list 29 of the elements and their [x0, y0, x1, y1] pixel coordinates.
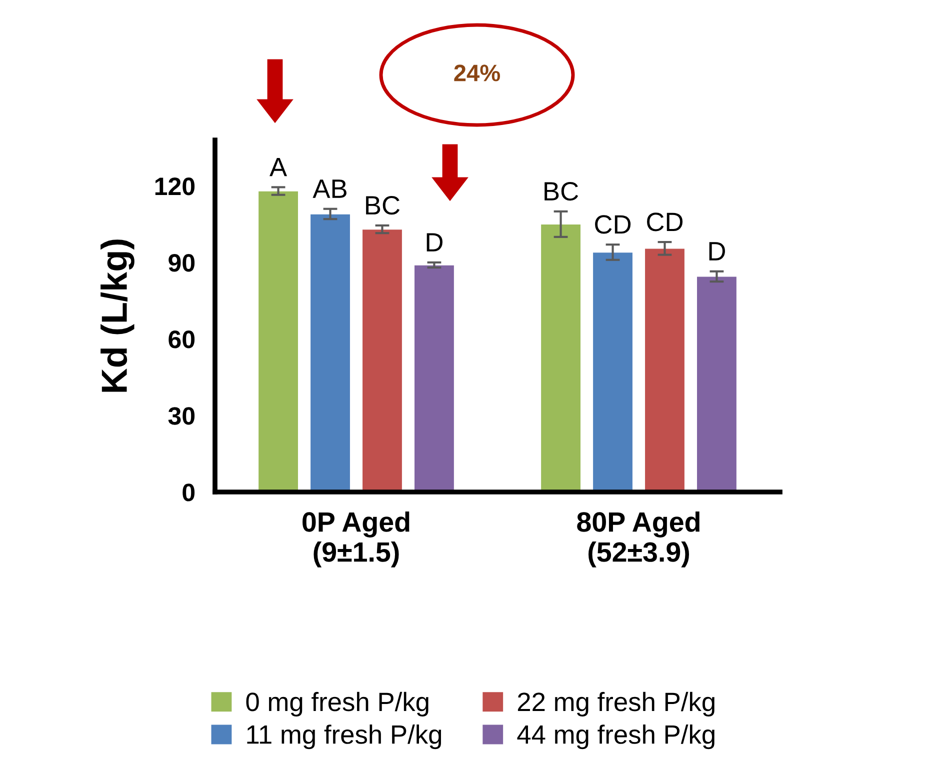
bar	[644, 248, 686, 492]
legend-label: 44 mg fresh P/kg	[517, 724, 714, 750]
data-label: BC	[544, 182, 578, 201]
legend-label: 11 mg fresh P/kg	[247, 724, 442, 750]
legend-label: 22 mg fresh P/kg	[518, 692, 714, 716]
bar	[258, 190, 299, 492]
bar	[362, 228, 403, 492]
y-tick-label: 30	[168, 407, 195, 425]
legend-label: 0 mg fresh P/kg	[246, 692, 428, 716]
bar	[696, 276, 738, 492]
x-tick-label: 0P Aged (9±1.5)	[302, 511, 410, 568]
bar	[414, 264, 455, 492]
bar	[592, 252, 634, 492]
data-label: D	[709, 242, 725, 260]
bar	[540, 224, 582, 492]
y-tick-label: 60	[168, 330, 195, 348]
y-axis-title: Kd (L/kg)	[100, 240, 134, 392]
text: 24%	[454, 64, 500, 82]
y-tick-label: 120	[155, 178, 195, 196]
data-label: A	[270, 158, 288, 176]
data-label: D	[426, 233, 442, 252]
x-tick-label: 80P Aged (52±3.9)	[577, 511, 700, 568]
data-label: CD	[647, 212, 683, 232]
y-tick-label: 0	[182, 484, 195, 502]
data-label: AB	[312, 180, 346, 198]
data-label: CD	[595, 215, 631, 234]
y-tick-label: 90	[168, 254, 195, 272]
bar	[310, 214, 351, 492]
data-label: BC	[366, 196, 400, 215]
